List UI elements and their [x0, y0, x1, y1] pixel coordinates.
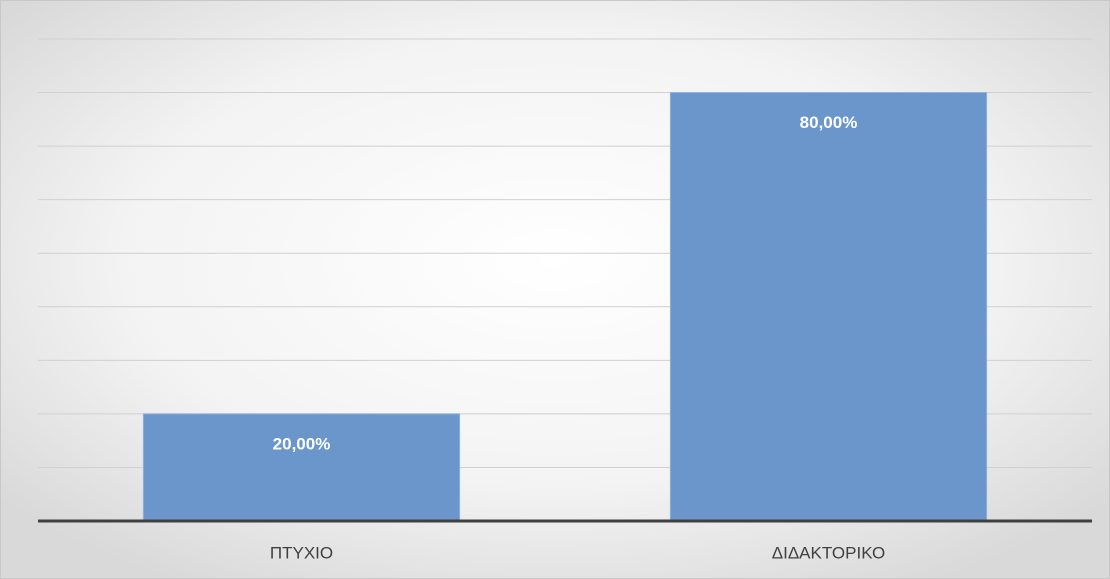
bar [142, 413, 461, 522]
x-tick-label: ΔΙΔΑΚΤΟΡΙΚΟ [772, 543, 886, 562]
data-label: 20,00% [273, 434, 331, 453]
bar [669, 92, 988, 522]
x-tick-label: ΠΤΥΧΙΟ [270, 543, 333, 562]
data-label: 80,00% [800, 113, 858, 132]
